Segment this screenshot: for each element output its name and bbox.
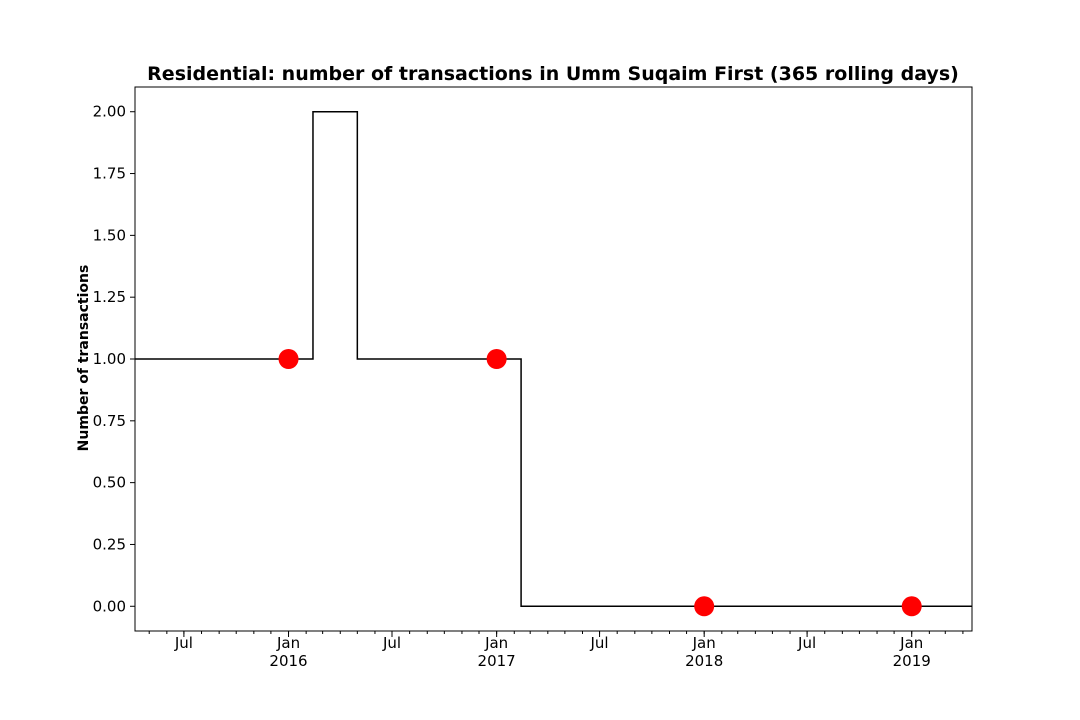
- x-tick-label: Jan: [692, 634, 716, 652]
- series-step-line: [135, 110, 972, 608]
- x-tick-year-label: 2019: [893, 652, 931, 670]
- x-tick-label: Jul: [590, 634, 609, 652]
- x-tick-label: Jul: [382, 634, 401, 652]
- y-tick-label: 2.00: [93, 103, 126, 121]
- data-point-marker: [901, 596, 922, 617]
- x-tick-year-label: 2017: [478, 652, 516, 670]
- y-tick-label: 0.75: [93, 412, 126, 430]
- y-tick-label: 1.50: [93, 226, 126, 244]
- y-tick-label: 0.25: [93, 535, 126, 553]
- plot-area: 0.00 0.25 0.50 0.75 1.00 1.25 1.50 1.75 2.00 Jul J…: [93, 86, 973, 670]
- data-point-marker: [694, 596, 715, 617]
- y-axis-label: Number of transactions: [76, 265, 92, 452]
- x-tick-label: Jul: [797, 634, 816, 652]
- y-tick-label: 1.75: [93, 165, 126, 183]
- data-point-marker: [278, 349, 299, 369]
- x-tick-year-label: 2018: [685, 652, 723, 670]
- y-tick-label: 0.50: [93, 474, 126, 492]
- x-tick-year-label: 2016: [269, 652, 307, 670]
- y-tick-label: 1.25: [93, 288, 126, 306]
- x-tick-label: Jan: [276, 634, 300, 652]
- x-tick-label: Jan: [484, 634, 508, 652]
- data-point-marker: [486, 349, 507, 369]
- x-tick-label: Jan: [899, 634, 923, 652]
- x-tick-label: Jul: [174, 634, 193, 652]
- y-tick-label: 0.00: [93, 597, 126, 615]
- chart-title: Residential: number of transactions in U…: [147, 63, 959, 85]
- y-tick-label: 1.00: [93, 350, 126, 368]
